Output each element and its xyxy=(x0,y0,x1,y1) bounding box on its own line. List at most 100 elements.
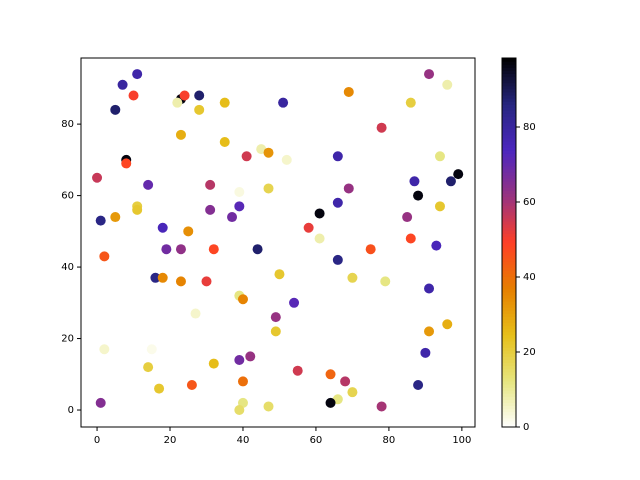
colorbar-segment xyxy=(502,236,516,241)
point xyxy=(420,347,431,358)
colorbar-segment xyxy=(502,85,516,90)
colorbar-segment xyxy=(502,134,516,139)
colorbar-segment xyxy=(502,153,516,157)
colorbar-segment xyxy=(502,104,516,108)
colorbar-segment xyxy=(502,420,516,425)
point xyxy=(340,376,351,387)
colorbar-segment xyxy=(502,313,516,317)
y-tick-label: 20 xyxy=(61,334,74,345)
x-tick-label: 0 xyxy=(94,435,100,446)
colorbar-segment xyxy=(502,97,516,102)
point xyxy=(332,197,343,208)
colorbar-segment xyxy=(502,325,516,330)
point xyxy=(92,172,103,183)
point xyxy=(252,244,263,255)
point xyxy=(402,212,413,223)
colorbar-segment xyxy=(502,297,516,302)
colorbar-segment xyxy=(502,174,516,179)
point xyxy=(154,383,165,394)
colorbar-segment xyxy=(502,288,516,293)
colorbar-segment xyxy=(502,171,516,176)
point xyxy=(325,397,336,408)
point xyxy=(332,151,343,162)
point xyxy=(332,254,343,265)
x-tick-label: 80 xyxy=(383,435,396,446)
point xyxy=(270,326,281,337)
point xyxy=(409,176,420,187)
colorbar-segment xyxy=(502,393,516,397)
colorbar-segment xyxy=(502,187,516,191)
point xyxy=(95,397,106,408)
point xyxy=(157,272,168,283)
colorbar-segment xyxy=(502,122,516,127)
colorbar-frame xyxy=(501,57,517,428)
colorbar-segment xyxy=(502,91,516,96)
colorbar-segment xyxy=(502,328,516,333)
colorbar-segment xyxy=(502,267,516,271)
colorbar-segment xyxy=(502,362,516,367)
point xyxy=(143,179,154,190)
point xyxy=(413,190,424,201)
colorbar-segment xyxy=(502,233,516,237)
colorbar-segment xyxy=(502,383,516,388)
colorbar-segment xyxy=(502,227,516,231)
colorbar-segment xyxy=(502,423,516,428)
colorbar-segment xyxy=(502,202,516,207)
colorbar-segment xyxy=(502,199,516,204)
point xyxy=(194,104,205,115)
point xyxy=(445,176,456,187)
point xyxy=(219,136,230,147)
point xyxy=(132,69,143,80)
colorbar-segment xyxy=(502,414,516,419)
x-tick-label: 100 xyxy=(452,435,471,446)
colorbar-segment xyxy=(502,368,516,373)
colorbar-segment xyxy=(502,402,516,407)
point xyxy=(205,179,216,190)
colorbar-segment xyxy=(502,224,516,228)
point xyxy=(234,405,245,416)
colorbar-segment xyxy=(502,196,516,201)
colorbar-segment xyxy=(502,159,516,164)
y-tick-label: 0 xyxy=(68,405,74,416)
point xyxy=(175,276,186,287)
point xyxy=(263,147,274,158)
point xyxy=(245,351,256,362)
colorbar-segment xyxy=(502,156,516,161)
point xyxy=(278,97,289,108)
colorbar-segment xyxy=(502,67,516,71)
x-tick-label: 60 xyxy=(310,435,323,446)
colorbar-segment xyxy=(502,162,516,167)
point xyxy=(132,204,143,215)
point xyxy=(234,354,245,365)
colorbar-segment xyxy=(502,193,516,197)
point xyxy=(434,201,445,212)
colorbar-tick-label: 20 xyxy=(523,347,536,358)
point xyxy=(95,215,106,226)
colorbar-segment xyxy=(502,374,516,379)
colorbar-segment xyxy=(502,307,516,311)
point xyxy=(143,362,154,373)
colorbar-segment xyxy=(502,220,516,225)
colorbar-segment xyxy=(502,101,516,105)
colorbar-segment xyxy=(502,76,516,81)
point xyxy=(424,283,435,294)
point xyxy=(201,276,212,287)
point xyxy=(99,344,110,355)
colorbar-segment xyxy=(502,242,516,247)
colorbar-segment xyxy=(502,356,516,360)
colorbar-tick-label: 60 xyxy=(523,197,536,208)
point xyxy=(263,183,274,194)
colorbar-tick-label: 80 xyxy=(523,122,536,133)
point xyxy=(442,319,453,330)
point xyxy=(150,272,161,283)
colorbar-tick-label: 0 xyxy=(523,422,529,433)
point xyxy=(146,344,157,355)
colorbar-segment xyxy=(502,61,516,65)
colorbar-segment xyxy=(502,291,516,296)
point xyxy=(343,183,354,194)
colorbar-segment xyxy=(502,177,516,182)
colorbar-segment xyxy=(502,337,516,342)
colorbar-segment xyxy=(502,408,516,413)
colorbar-segment xyxy=(502,294,516,299)
colorbar-segment xyxy=(502,116,516,121)
